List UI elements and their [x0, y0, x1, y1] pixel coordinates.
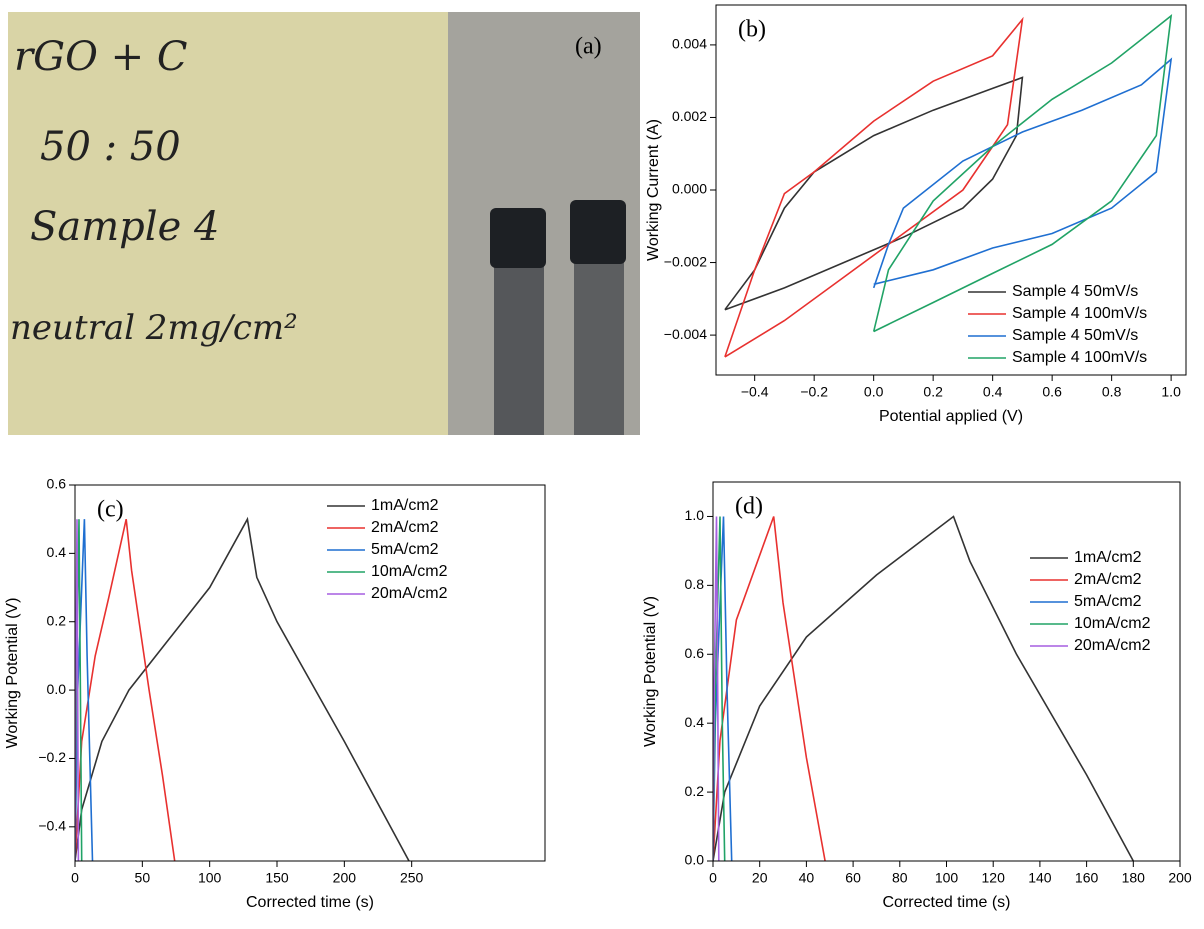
y-tick-label: 0.0 [47, 681, 67, 697]
series-line [75, 519, 94, 861]
series-line [713, 515, 1135, 861]
x-tick-label: 60 [845, 870, 861, 886]
y-tick-label: 0.2 [47, 612, 67, 628]
legend-label: Sample 4 100mV/s [1012, 349, 1147, 366]
legend-label: Sample 4 100mV/s [1012, 305, 1147, 322]
legend-label: Sample 4 50mV/s [1012, 327, 1138, 344]
x-tick-label: 50 [135, 870, 151, 886]
x-tick-label: 100 [935, 870, 959, 886]
photo: (a) rGO + C 50 : 50 Sample 4 neutral 2mg… [8, 12, 640, 435]
legend-label: 2mA/cm2 [371, 519, 439, 536]
x-tick-label: 160 [1075, 870, 1099, 886]
y-axis-label: Working Potential (V) [4, 598, 21, 749]
x-tick-label: 250 [400, 870, 424, 886]
y-tick-label: 0.004 [672, 36, 707, 52]
x-tick-label: −0.4 [741, 384, 769, 400]
x-tick-label: 0.4 [983, 384, 1003, 400]
y-tick-label: 0.2 [685, 783, 705, 799]
handwriting: neutral 2mg/cm² [10, 308, 298, 348]
legend-label: 1mA/cm2 [371, 497, 439, 514]
y-tick-label: 1.0 [685, 507, 705, 523]
legend-label: 10mA/cm2 [371, 563, 448, 580]
electrode-strip [494, 262, 544, 435]
x-axis-label: Corrected time (s) [246, 894, 374, 911]
y-tick-label: 0.4 [47, 544, 67, 560]
y-tick-label: 0.8 [685, 576, 705, 592]
chart: −0.4 −0.2 0.0 0.2 0.4 0.6 0.8 1.0 −0.004 −0.002 0.… [645, 4, 1187, 425]
x-tick-label: 150 [265, 870, 289, 886]
series-line [724, 16, 1024, 358]
panel-label: (d) [735, 494, 763, 520]
x-tick-label: 0 [71, 870, 79, 886]
panel-label: (b) [738, 17, 766, 43]
y-tick-label: −0.004 [664, 326, 707, 342]
x-tick-label: 180 [1122, 870, 1146, 886]
y-axis-label: Working Current (A) [645, 119, 662, 261]
legend-label: 20mA/cm2 [371, 585, 448, 602]
electrode-coating [570, 200, 626, 264]
electrode-strip [574, 258, 624, 435]
electrode-coating [490, 208, 546, 268]
handwriting: 50 : 50 [40, 124, 181, 170]
series-line [872, 57, 1173, 289]
x-tick-label: 0.2 [923, 384, 943, 400]
x-tick-label: −0.2 [800, 384, 828, 400]
chart: 0 20 40 60 80 100 120 140 160 180 200 0.0 0.2 0.4 0.6 0… [642, 481, 1192, 911]
x-axis-label: Potential applied (V) [879, 408, 1023, 425]
panel-label: (c) [97, 497, 124, 523]
legend-label: 2mA/cm2 [1074, 571, 1142, 588]
handwriting: rGO + C [14, 34, 187, 80]
y-tick-label: 0.6 [47, 476, 67, 492]
y-tick-label: −0.2 [38, 749, 66, 765]
series-line [75, 516, 410, 861]
legend-label: 10mA/cm2 [1074, 615, 1151, 632]
x-tick-label: 0 [709, 870, 717, 886]
x-tick-label: 0.0 [864, 384, 884, 400]
legend-label: 5mA/cm2 [1074, 593, 1142, 610]
x-tick-label: 120 [982, 870, 1006, 886]
x-tick-label: 1.0 [1161, 384, 1181, 400]
x-tick-label: 200 [1168, 870, 1192, 886]
y-axis-label: Working Potential (V) [642, 596, 659, 747]
y-tick-label: 0.002 [672, 108, 707, 124]
x-tick-label: 140 [1028, 870, 1052, 886]
panel-label: (a) [575, 34, 602, 60]
y-tick-label: −0.002 [664, 253, 707, 269]
y-tick-label: −0.4 [38, 818, 66, 834]
legend-label: 5mA/cm2 [371, 541, 439, 558]
x-axis-label: Corrected time (s) [882, 894, 1010, 911]
plot-frame [712, 481, 1181, 862]
series-line [713, 516, 720, 861]
plot-frame [74, 484, 546, 862]
x-tick-label: 20 [752, 870, 768, 886]
series-line [872, 14, 1173, 333]
y-tick-label: 0.4 [685, 714, 705, 730]
y-tick-label: 0.0 [685, 852, 705, 868]
y-tick-label: 0.000 [672, 181, 707, 197]
series-line [724, 76, 1024, 311]
x-tick-label: 100 [198, 870, 222, 886]
series-line [713, 516, 826, 861]
series-line [75, 519, 176, 861]
x-tick-label: 40 [799, 870, 815, 886]
x-tick-label: 0.6 [1042, 384, 1062, 400]
handwriting: Sample 4 [30, 204, 219, 250]
chart: 0 50 100 150 200 250 −0.4 −0.2 0.0 0.2 0.4 0.6 Corre… [4, 476, 546, 911]
paper [8, 12, 448, 435]
x-tick-label: 0.8 [1102, 384, 1122, 400]
legend-label: Sample 4 50mV/s [1012, 283, 1138, 300]
legend-label: 1mA/cm2 [1074, 549, 1142, 566]
x-tick-label: 80 [892, 870, 908, 886]
legend-label: 20mA/cm2 [1074, 637, 1151, 654]
plot-frame [715, 4, 1187, 376]
y-tick-label: 0.6 [685, 645, 705, 661]
x-tick-label: 200 [333, 870, 357, 886]
